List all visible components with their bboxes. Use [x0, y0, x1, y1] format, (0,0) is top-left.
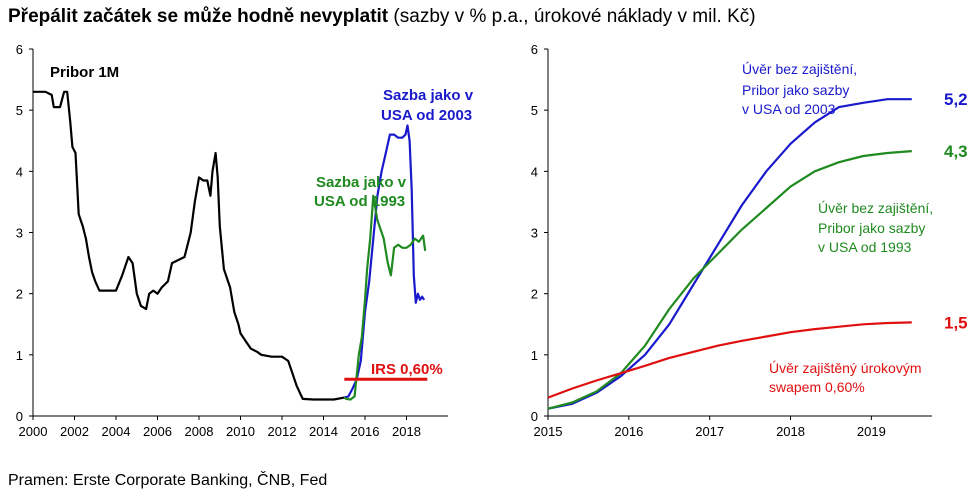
chart2-x-tick-label: 2018	[776, 424, 805, 439]
chart1-x-tick-label: 2006	[143, 424, 172, 439]
chart1-x-tick-label: 2010	[226, 424, 255, 439]
chart1-annotation-green: USA od 1993	[314, 193, 405, 210]
chart2-annotation-red: Úvěr zajištěný úrokovým	[769, 360, 922, 376]
chart2-end-label-blue: 5,2	[944, 90, 968, 109]
chart1-series-blue	[343, 124, 426, 399]
chart2-annotation-green: Pribor jako sazby	[818, 220, 925, 236]
chart2-x-tick-label: 2019	[857, 424, 886, 439]
chart1-y-tick-label: 1	[16, 348, 23, 363]
chart2-y-tick-label: 3	[531, 226, 538, 241]
chart1-x-tick-label: 2012	[268, 424, 297, 439]
chart1-y-tick-label: 4	[16, 164, 23, 179]
chart2-series-blue	[547, 98, 912, 410]
chart2-annotation-green: Úvěr bez zajištění,	[818, 200, 933, 216]
chart1-series-label: Pribor 1M	[50, 64, 119, 81]
chart2-y-tick-label: 5	[531, 103, 538, 118]
chart1-y-tick-label: 5	[16, 103, 23, 118]
chart2-annotation-green: v USA od 1993	[818, 239, 912, 255]
chart2-y-tick-label: 4	[531, 164, 538, 179]
chart2-series-red	[547, 321, 912, 399]
chart1-x-tick-label: 2008	[185, 424, 214, 439]
page-title: Přepálit začátek se může hodně nevyplati…	[8, 6, 756, 28]
chart1-y-tick-label: 0	[16, 409, 23, 424]
chart2-y-tick-label: 0	[531, 409, 538, 424]
chart2-end-label-green: 4,3	[944, 142, 968, 161]
chart1-x-tick-label: 2000	[19, 424, 48, 439]
chart1-x-tick-label: 2002	[60, 424, 89, 439]
chart2-y-tick-label: 1	[531, 348, 538, 363]
chart1-series-green	[343, 194, 427, 401]
chart1-annotation-green: Sazba jako v	[316, 174, 407, 191]
chart1-x-tick-label: 2018	[392, 424, 421, 439]
chart2-annotation-red: swapem 0,60%	[769, 379, 865, 395]
chart2-y-tick-label: 2	[531, 287, 538, 302]
chart1-y-tick-label: 3	[16, 226, 23, 241]
chart1-x-tick-label: 2014	[309, 424, 338, 439]
chart1-series-black	[33, 90, 345, 401]
chart2-series-green	[547, 150, 912, 410]
chart2-annotation-blue: Pribor jako sazby	[742, 82, 849, 98]
chart1-y-tick-label: 6	[16, 42, 23, 57]
chart1-y-tick-label: 2	[16, 287, 23, 302]
source-note: Pramen: Erste Corporate Banking, ČNB, Fe…	[8, 472, 328, 489]
chart2-end-label-red: 1,5	[944, 313, 968, 332]
chart1-annotation-blue: Sazba jako v	[383, 87, 474, 104]
chart2-annotation-blue: v USA od 2003	[742, 101, 836, 117]
chart1-annotation-red: IRS 0,60%	[371, 361, 443, 378]
chart2-x-tick-label: 2017	[695, 424, 724, 439]
chart2-x-tick-label: 2016	[614, 424, 643, 439]
page-title-rest: (sazby v % p.a., úrokové náklady v mil. …	[388, 6, 756, 27]
chart2-annotation-blue: Úvěr bez zajištění,	[742, 61, 857, 77]
page-title-bold: Přepálit začátek se může hodně nevyplati…	[8, 6, 389, 27]
chart1-x-tick-label: 2016	[351, 424, 380, 439]
chart2-x-tick-label: 2015	[534, 424, 563, 439]
chart1-annotation-blue: USA od 2003	[381, 107, 472, 124]
chart1-x-tick-label: 2004	[102, 424, 131, 439]
chart2-y-tick-label: 6	[531, 42, 538, 57]
